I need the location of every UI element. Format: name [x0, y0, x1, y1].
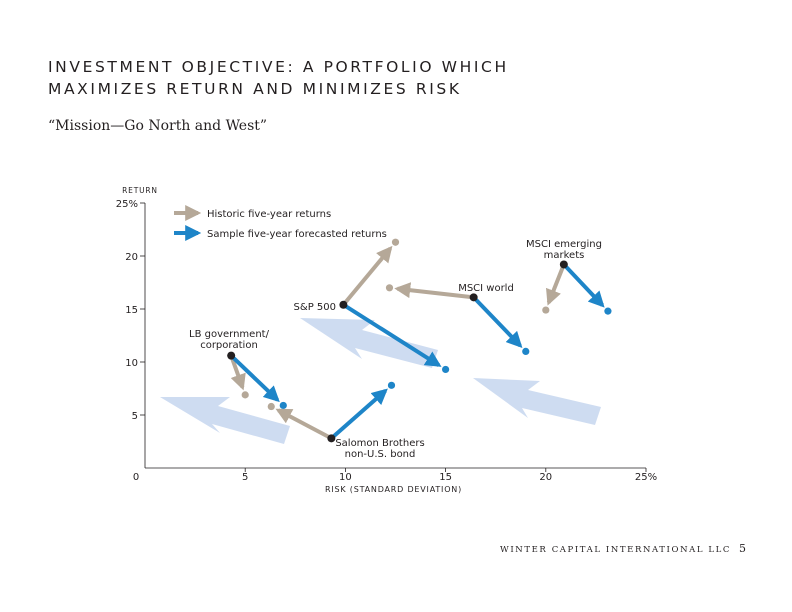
- historic-arrow: [343, 245, 393, 305]
- forecast-point: [604, 307, 612, 315]
- y-tick-label: 10: [125, 358, 138, 369]
- page-subtitle: “Mission—Go North and West”: [48, 118, 268, 134]
- start-point: [469, 293, 478, 302]
- chart-legend: Historic five-year returns Sample five-ye…: [174, 205, 387, 241]
- x-tick-label: 10: [339, 472, 352, 483]
- x-tick-label: 20: [539, 472, 552, 483]
- page-title-line-1: INVESTMENT OBJECTIVE: A PORTFOLIO WHICH: [48, 58, 509, 76]
- asset-label: MSCI emerging markets: [526, 239, 602, 261]
- x-tick-label: 5: [242, 472, 248, 483]
- historic-arrow: [229, 356, 246, 391]
- x-axis-title: RISK (STANDARD DEVIATION): [325, 485, 462, 494]
- legend-forecast-label: Sample five-year forecasted returns: [207, 229, 387, 240]
- historic-point: [385, 284, 394, 292]
- page-footer: WINTER CAPITAL INTERNATIONAL LLC 5: [500, 542, 746, 555]
- asset-label: S&P 500: [294, 302, 336, 313]
- historic-point: [241, 391, 249, 399]
- x-tick-label: 0: [133, 472, 139, 483]
- historic-point: [542, 306, 550, 314]
- forecast-arrow: [344, 304, 442, 367]
- northwest-direction-arrow: [473, 378, 601, 425]
- asset-label: Salomon Brothers non-U.S. bond: [335, 438, 424, 460]
- direction-arrows: [160, 318, 601, 444]
- start-point: [227, 351, 236, 360]
- y-tick-label: 25%: [116, 199, 138, 210]
- forecast-point: [387, 381, 396, 389]
- forecast-point: [442, 365, 450, 374]
- start-point: [327, 434, 336, 443]
- forecast-arrow: [563, 264, 605, 308]
- page-number: 5: [739, 542, 746, 555]
- historic-point: [267, 402, 275, 411]
- historic-arrow: [546, 265, 565, 306]
- legend-historic-label: Historic five-year returns: [207, 209, 331, 220]
- x-tick-label: 15: [439, 472, 452, 483]
- footer-company: WINTER CAPITAL INTERNATIONAL LLC: [499, 545, 731, 555]
- historic-arrow: [275, 408, 331, 440]
- forecast-point: [279, 401, 287, 410]
- page-title-line-2: MAXIMIZES RETURN AND MINIMIZES RISK: [48, 80, 462, 98]
- forecast-arrow: [473, 297, 523, 348]
- y-tick-label: 20: [125, 252, 138, 263]
- asset-label: LB government/corporation: [189, 329, 270, 351]
- y-tick-label: 15: [125, 305, 138, 316]
- page-title: INVESTMENT OBJECTIVE: A PORTFOLIO WHICH …: [48, 56, 509, 100]
- forecast-point: [522, 347, 530, 355]
- start-point: [339, 300, 348, 309]
- historic-arrow: [394, 282, 472, 300]
- asset-label: MSCI world: [458, 283, 514, 294]
- northwest-direction-arrow: [300, 318, 438, 368]
- start-point: [559, 260, 568, 269]
- historic-point: [391, 238, 400, 246]
- forecast-arrow: [331, 388, 388, 439]
- y-axis-title: RETURN: [122, 186, 158, 195]
- forecast-arrow: [231, 355, 280, 403]
- chart-marks: LB government/corporation Salomon Brother…: [189, 238, 612, 460]
- x-tick-label: 25%: [635, 472, 657, 483]
- y-tick-label: 5: [132, 411, 138, 422]
- chart-axes: 5 10 15 20 25% 0 5 10 15 20 25% RETURN RISK (STANDAR…: [116, 186, 657, 494]
- northwest-direction-arrow: [160, 397, 290, 444]
